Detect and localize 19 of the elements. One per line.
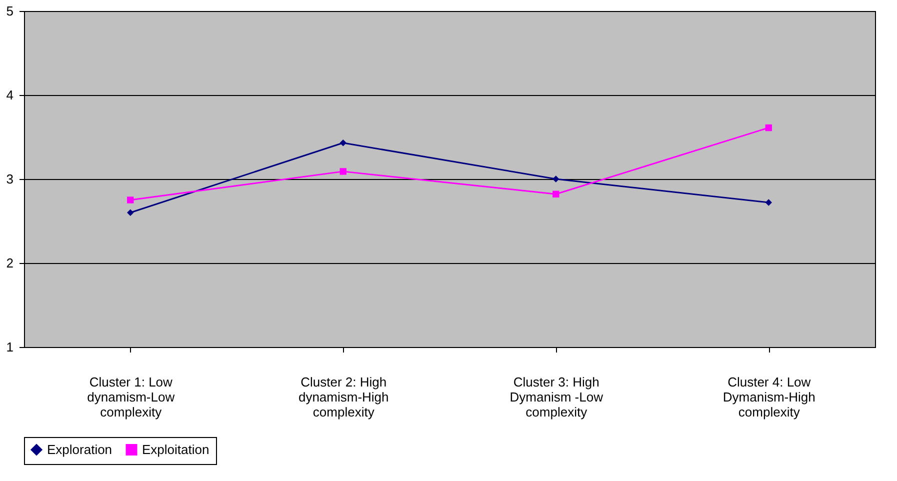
x-tick-label: Cluster 2: High dynamism-High complexity [298,374,389,420]
point [765,124,772,132]
y-tick-label: 2 [6,256,14,270]
y-tick-label: 1 [6,340,14,354]
x-tick-label: Cluster 4: Low Dymanism-High complexity [722,374,816,420]
point [552,176,560,182]
y-tick-label: 4 [6,88,14,102]
point [127,196,134,204]
x-tick-label: Cluster 1: Low dynamism-Low complexity [87,374,176,420]
point [127,209,134,216]
point [340,168,346,175]
point [765,199,772,206]
x-tick-label: Cluster 3: High Dymanism -Low complexity [510,374,604,420]
legend-label: Exploration [47,442,112,457]
point [552,190,560,198]
point [340,140,346,146]
legend-label: Exploitation [142,442,210,457]
y-tick-label: 3 [6,172,14,186]
y-tick-label: 5 [6,4,14,18]
